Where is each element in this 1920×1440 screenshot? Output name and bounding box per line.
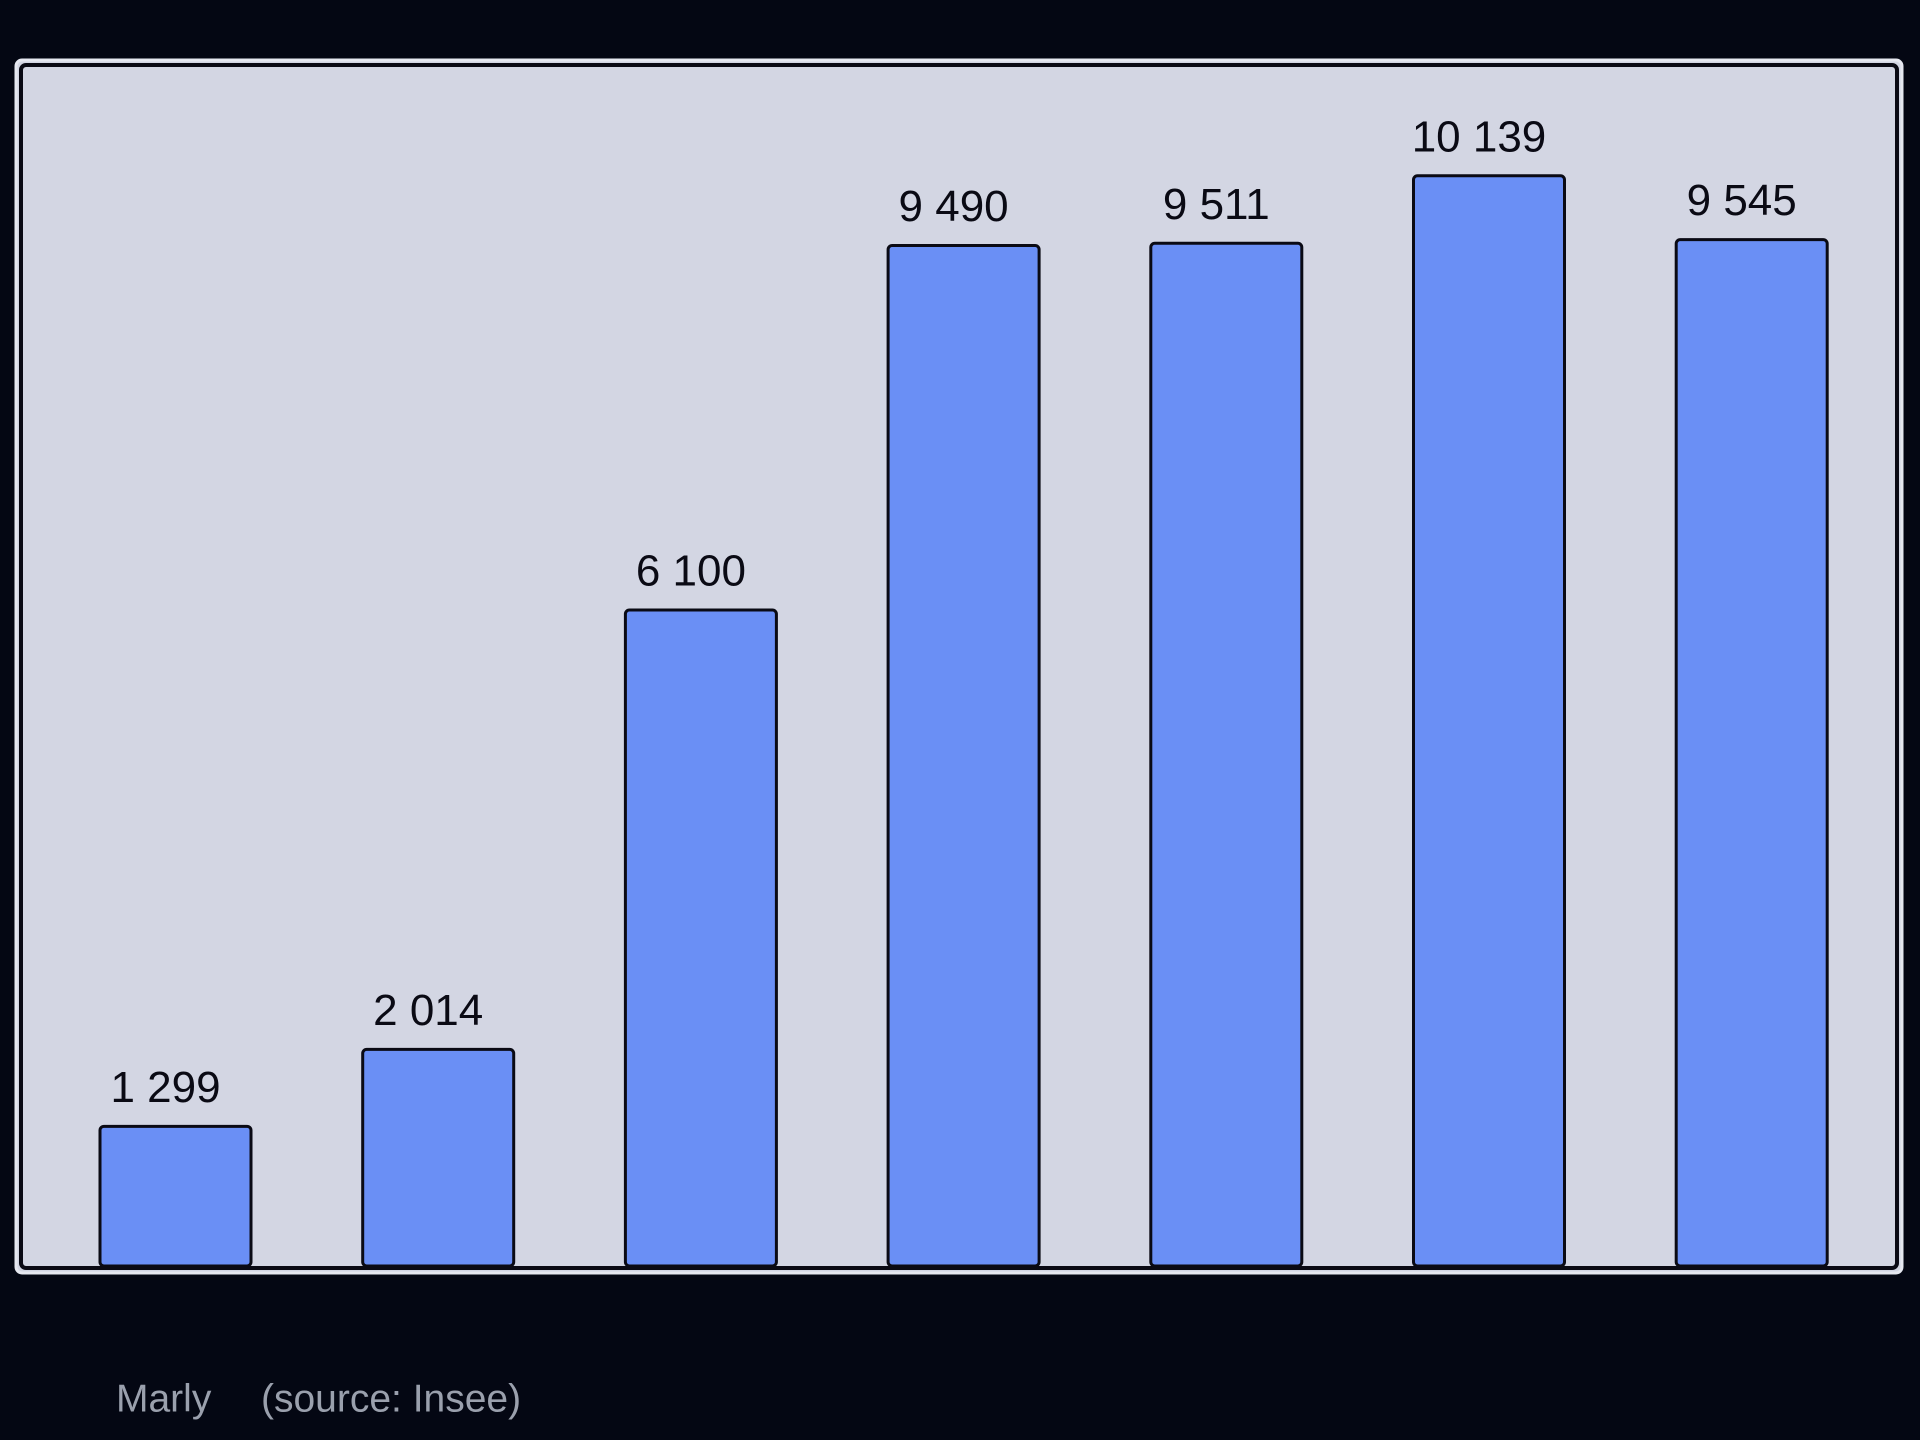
- value-label: 9 545: [1687, 176, 1797, 225]
- bars: 1 299 2 014 6 100 9 490 9 511 10 139 9 545: [98, 112, 1829, 1268]
- bar: [886, 244, 1041, 1268]
- value-label: 10 139: [1412, 112, 1547, 161]
- value-label: 1 299: [110, 1063, 220, 1112]
- caption: Marly: [116, 1377, 212, 1420]
- value-label: 2 014: [373, 986, 483, 1035]
- value-label: 6 100: [636, 547, 746, 596]
- bar: [361, 1047, 516, 1268]
- bar: [623, 608, 778, 1268]
- bar: [1149, 241, 1304, 1268]
- value-label: 9 490: [899, 182, 1009, 231]
- value-label: 9 511: [1163, 180, 1270, 229]
- bar: [1674, 238, 1829, 1268]
- bar: [98, 1124, 253, 1268]
- source: (source: Insee): [261, 1377, 521, 1420]
- bar: [1412, 174, 1566, 1268]
